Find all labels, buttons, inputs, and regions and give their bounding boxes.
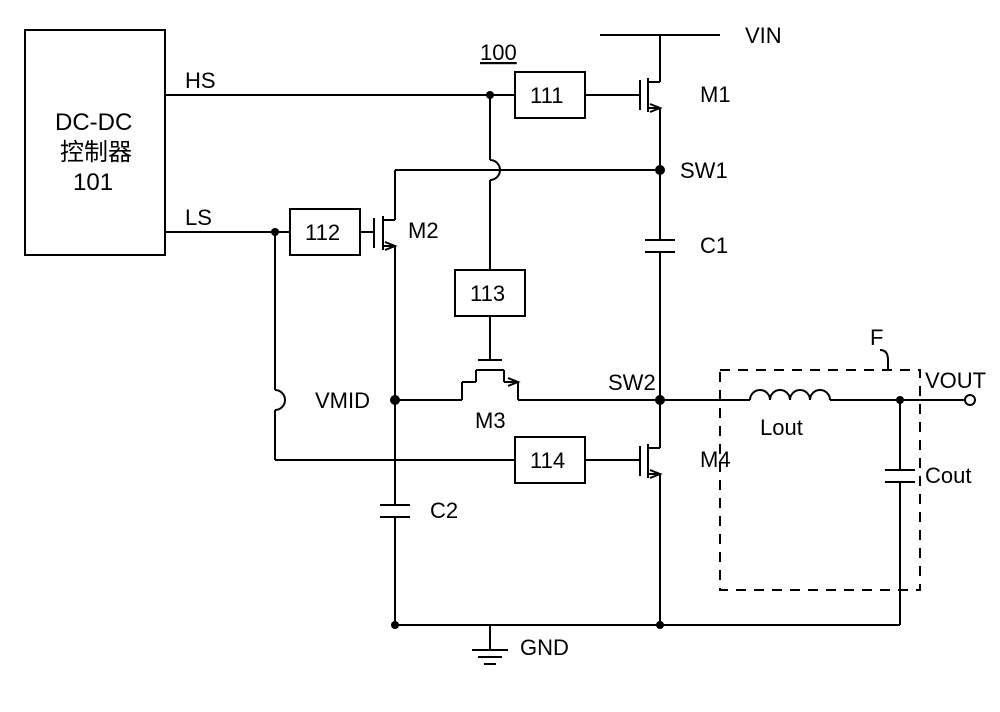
label-lout: Lout	[760, 415, 803, 440]
dcdc-line2: 控制器	[60, 139, 132, 166]
label-c2: C2	[430, 498, 458, 523]
net-label-f: F	[870, 325, 883, 350]
net-label-vmid: VMID	[315, 388, 370, 413]
label-m1: M1	[700, 82, 731, 107]
capacitor-c2	[380, 505, 410, 517]
transistor-m3	[462, 360, 518, 400]
label-m4: M4	[700, 447, 731, 472]
node-vout-tap	[896, 396, 904, 404]
net-label-sw1: SW1	[680, 158, 728, 183]
node-ls-tap	[271, 228, 279, 236]
circuit-diagram: VIN 100 DC-DC 控制器 101 HS LS M1 111 SW1	[0, 0, 1000, 712]
inductor-lout	[750, 390, 830, 400]
driver-113-label: 113	[470, 281, 505, 306]
net-label-vout: VOUT	[925, 368, 986, 393]
label-c1: C1	[700, 233, 728, 258]
net-label-hs: HS	[185, 68, 216, 93]
net-label-gnd: GND	[520, 635, 569, 660]
filter-box	[720, 370, 920, 590]
dcdc-line3: 101	[73, 169, 113, 196]
net-label-sw2: SW2	[608, 370, 656, 395]
driver-111-label: 111	[530, 83, 563, 108]
label-m3: M3	[475, 408, 506, 433]
transistor-m1	[585, 72, 660, 170]
net-label-ls: LS	[185, 205, 212, 230]
net-label-vin: VIN	[745, 23, 782, 48]
label-cout: Cout	[925, 463, 971, 488]
driver-112-label: 112	[305, 220, 340, 245]
capacitor-cout	[885, 470, 915, 482]
transistor-m2	[374, 214, 395, 400]
transistor-m4	[640, 440, 660, 625]
dcdc-line1: DC-DC	[55, 109, 132, 136]
node-hs-tap	[486, 91, 494, 99]
fig-ref: 100	[480, 40, 517, 65]
capacitor-c1	[645, 240, 675, 252]
driver-114-label: 114	[530, 448, 565, 473]
filter-hook	[880, 350, 888, 370]
node-gnd-m4	[656, 621, 664, 629]
wire-ls-hop	[275, 390, 285, 410]
label-m2: M2	[408, 218, 439, 243]
node-gnd-c2	[391, 621, 399, 629]
terminal-vout	[965, 395, 975, 405]
